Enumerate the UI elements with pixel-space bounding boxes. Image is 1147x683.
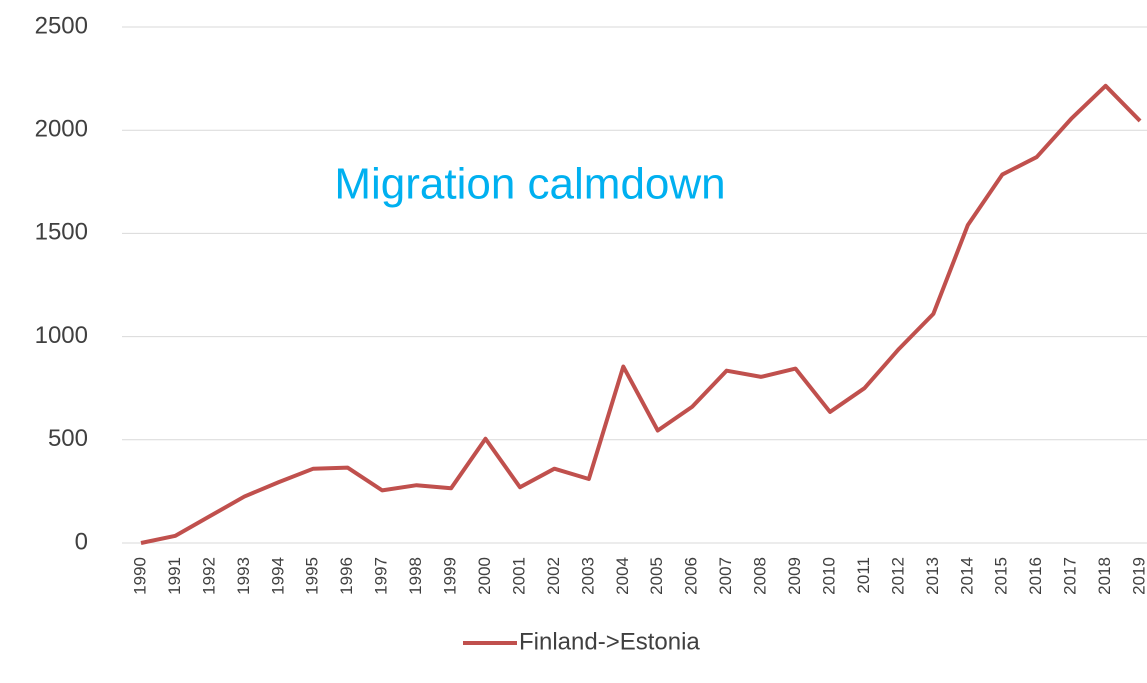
line-series	[140, 83, 1142, 545]
y-tick-label: 2500	[35, 12, 88, 39]
x-tick-label: 1994	[268, 557, 287, 595]
legend-label: Finland->Estonia	[519, 628, 700, 655]
x-tick-label: 1992	[199, 557, 218, 595]
x-tick-label: 2004	[613, 557, 632, 595]
x-tick-label: 2019	[1130, 557, 1147, 595]
x-tick-label: 2016	[1026, 557, 1045, 595]
y-tick-label: 1500	[35, 219, 88, 246]
annotation: Migration calmdown	[334, 160, 725, 209]
x-tick-label: 1996	[337, 557, 356, 595]
x-tick-label: 2013	[923, 557, 942, 595]
x-tick-label: 1993	[234, 557, 253, 595]
x-tick-label: 1997	[372, 557, 391, 595]
y-tick-label: 500	[48, 425, 88, 452]
x-tick-label: 2001	[509, 557, 528, 595]
x-tick-label: 2010	[819, 557, 838, 595]
x-tick-label: 2018	[1095, 557, 1114, 595]
y-tick-label: 1000	[35, 322, 88, 349]
x-tick-label: 2006	[682, 557, 701, 595]
x-tick-label: 1998	[406, 557, 425, 595]
x-tick-label: 2009	[785, 557, 804, 595]
x-tick-label: 2008	[751, 557, 770, 595]
y-tick-label: 0	[75, 528, 88, 555]
x-tick-label: 2011	[854, 557, 873, 594]
x-tick-label: 2014	[957, 557, 976, 595]
y-tick-label: 2000	[35, 116, 88, 143]
x-tick-label: 2015	[992, 557, 1011, 595]
x-tick-label: 2017	[1061, 557, 1080, 595]
x-tick-label: 1995	[303, 557, 322, 595]
x-tick-label: 2002	[544, 557, 563, 595]
x-tick-label: 2012	[888, 557, 907, 595]
x-tick-label: 2005	[647, 557, 666, 595]
x-tick-label: 1990	[130, 557, 149, 595]
x-tick-label: 1991	[165, 557, 184, 595]
x-tick-label: 2007	[716, 557, 735, 595]
x-tick-label: 1999	[441, 557, 460, 595]
x-tick-label: 2003	[578, 557, 597, 595]
x-tick-label: 2000	[475, 557, 494, 595]
